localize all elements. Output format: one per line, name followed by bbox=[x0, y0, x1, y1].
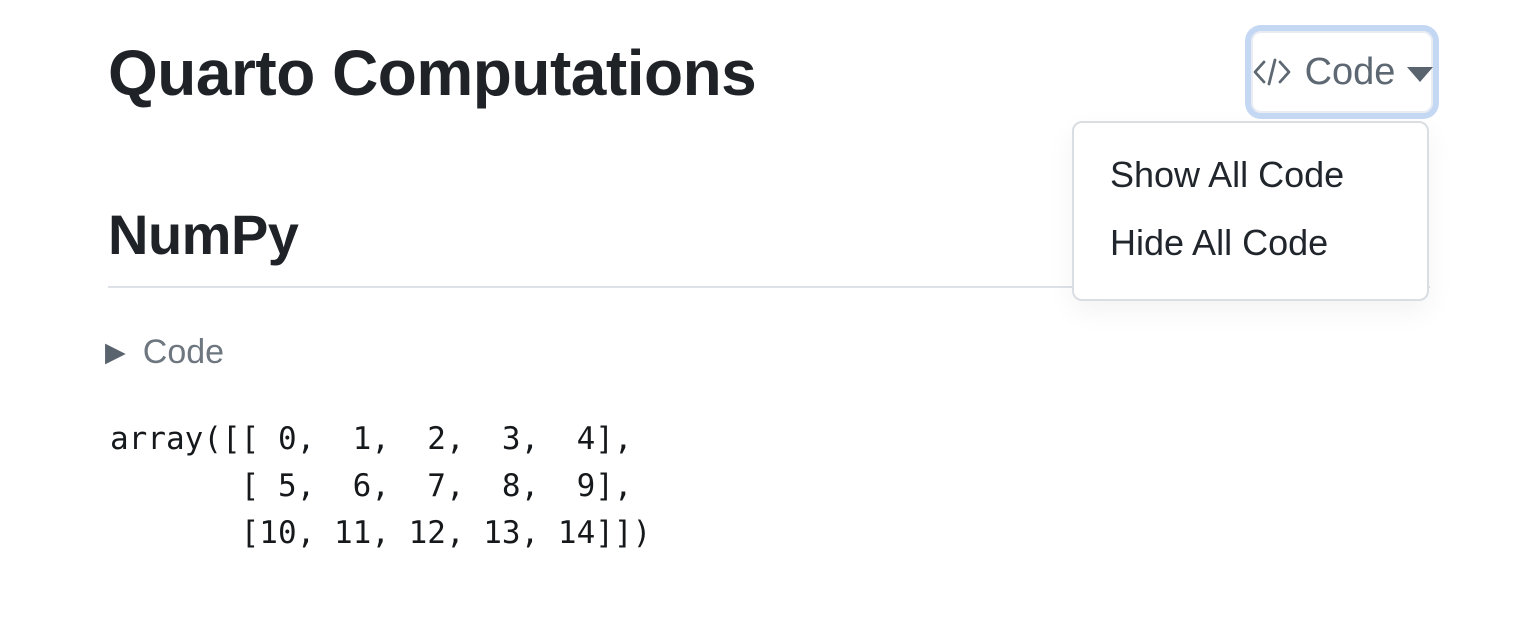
code-tools-menu-container: Code Show All Code Hide All Code bbox=[1072, 31, 1434, 301]
page-title: Quarto Computations bbox=[108, 37, 757, 109]
code-tools-button[interactable]: Code bbox=[1251, 31, 1434, 113]
cell-output-array: array([[ 0, 1, 2, 3, 4], [ 5, 6, 7, 8, 9… bbox=[110, 421, 652, 551]
code-fold-label: Code bbox=[142, 333, 225, 371]
menu-item-hide-all-code[interactable]: Hide All Code bbox=[1110, 222, 1329, 263]
code-tools-button-label: Code bbox=[1304, 50, 1396, 93]
code-slash-icon bbox=[1251, 55, 1293, 89]
code-fold-summary[interactable]: ▶ Code bbox=[105, 332, 224, 372]
caret-down-icon bbox=[1407, 66, 1434, 82]
disclosure-triangle-icon: ▶ bbox=[105, 337, 126, 367]
menu-item-show-all-code[interactable]: Show All Code bbox=[1110, 154, 1345, 195]
section-heading-numpy: NumPy bbox=[108, 201, 1430, 288]
code-tools-dropdown: Show All Code Hide All Code bbox=[1072, 121, 1429, 301]
